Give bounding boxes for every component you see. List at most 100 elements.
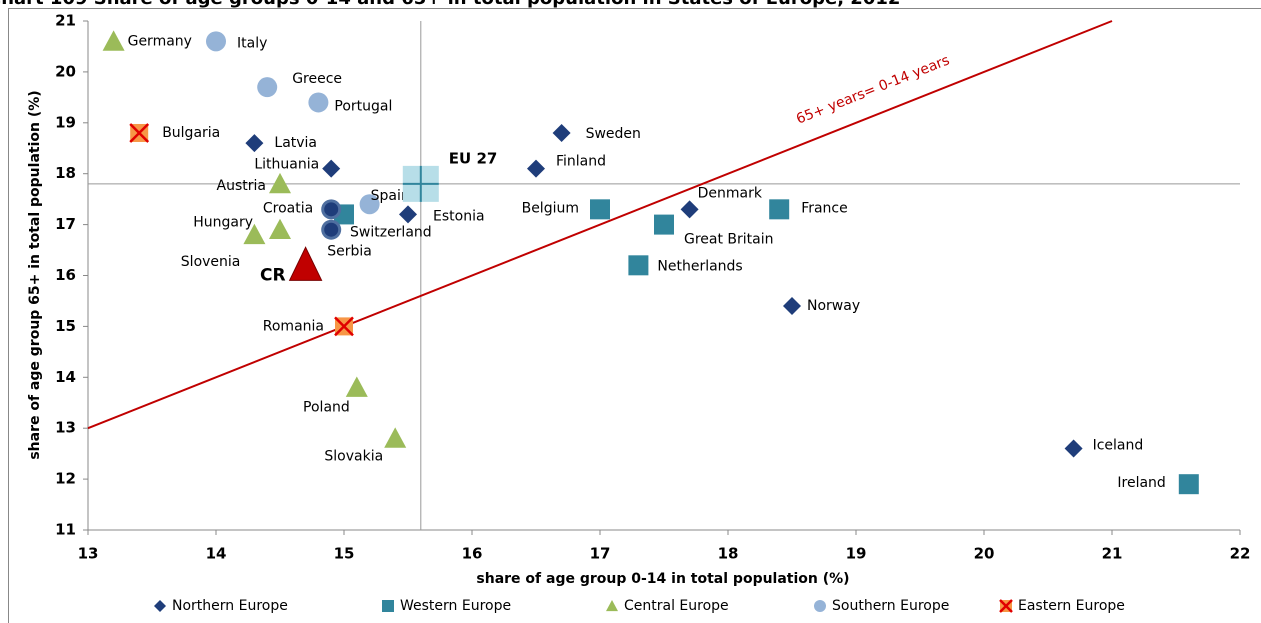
point-label: Slovenia	[181, 254, 241, 270]
y-tick-label: 17	[55, 215, 76, 233]
data-point	[269, 218, 291, 240]
data-point	[243, 223, 266, 245]
point-label: Netherlands	[657, 258, 742, 274]
y-tick-label: 19	[55, 113, 76, 131]
y-tick-label: 21	[55, 12, 76, 30]
point-label: Austria	[217, 178, 266, 194]
data-point	[1064, 439, 1083, 458]
point-label: Romania	[263, 318, 324, 334]
x-tick-label: 19	[846, 545, 867, 563]
point-label: France	[801, 200, 848, 216]
point-label: Sweden	[586, 126, 641, 142]
point-label: Great Britain	[684, 232, 774, 248]
data-point	[321, 199, 342, 220]
y-tick-label: 18	[55, 164, 76, 182]
square-marker	[382, 600, 394, 612]
highlight-label: EU 27	[449, 149, 498, 167]
data-point	[102, 30, 125, 51]
point-label: Germany	[128, 33, 192, 49]
data-point	[257, 77, 278, 98]
x-tick-label: 22	[1230, 545, 1251, 563]
y-tick-label: 15	[55, 317, 76, 335]
diamond-marker	[399, 205, 417, 224]
data-point	[206, 31, 226, 52]
point-label: Slovakia	[324, 448, 383, 464]
highlight-label: CR	[260, 265, 286, 285]
y-tick-label: 12	[55, 470, 76, 488]
point-label: Norway	[807, 298, 860, 314]
data-point	[590, 199, 610, 220]
triangle-marker	[384, 427, 407, 448]
y-tick-label: 13	[55, 419, 76, 437]
legend-item: Central Europe	[606, 598, 729, 614]
y-tick-label: 16	[55, 266, 76, 284]
square-marker	[628, 255, 649, 276]
triangle-marker	[102, 30, 125, 51]
x-tick-label: 14	[206, 545, 227, 563]
diamond-marker	[527, 159, 545, 178]
circle-marker	[257, 77, 278, 98]
square-marker	[1178, 474, 1199, 495]
point-label: Hungary	[193, 215, 253, 231]
cross-stroke	[129, 123, 150, 143]
data-point	[769, 199, 790, 220]
legend-label: Central Europe	[624, 598, 729, 614]
x-tick-label: 17	[590, 545, 611, 563]
point-label: Switzerland	[350, 224, 432, 240]
x-tick-label: 20	[974, 545, 995, 563]
data-point	[269, 172, 291, 194]
circle-inner	[324, 202, 339, 217]
point-label: Estonia	[433, 208, 485, 224]
diamond-marker	[322, 159, 341, 178]
point-label: Latvia	[274, 135, 317, 151]
data-point	[129, 123, 150, 143]
y-tick-label: 11	[55, 521, 76, 539]
triangle-marker	[269, 172, 291, 194]
triangle-marker	[606, 600, 618, 612]
legend-item: Eastern Europe	[999, 598, 1125, 614]
x-axis-label: share of age group 0-14 in total populat…	[476, 571, 849, 587]
legend-label: Southern Europe	[832, 598, 949, 614]
point-label: Serbia	[327, 244, 372, 260]
triangle-marker	[243, 223, 266, 245]
legend-item: Northern Europe	[154, 598, 288, 614]
circle-marker	[206, 31, 226, 52]
point-label: Belgium	[522, 200, 579, 216]
circle-marker	[308, 92, 329, 113]
y-tick-label: 20	[55, 62, 76, 80]
data-point	[322, 159, 341, 178]
data-point	[334, 316, 354, 337]
legend-label: Northern Europe	[172, 598, 288, 614]
data-point	[680, 200, 699, 219]
x-tick-label: 21	[1102, 545, 1123, 563]
circle-marker	[814, 600, 826, 612]
square-marker	[769, 199, 790, 220]
diamond-marker	[1064, 439, 1083, 458]
x-tick-label: 15	[334, 545, 355, 563]
legend-label: Western Europe	[400, 598, 511, 614]
triangle-marker	[345, 376, 368, 397]
data-point	[628, 255, 649, 276]
equality-line	[87, 20, 1113, 430]
cr-marker	[288, 246, 323, 281]
point-label: Spain	[371, 188, 410, 204]
point-label: Lithuania	[254, 157, 319, 173]
highlight-point	[288, 246, 323, 281]
point-label: Denmark	[698, 185, 763, 201]
data-point	[359, 194, 380, 215]
point-label: Ireland	[1117, 475, 1165, 491]
chart-title: Chart 109 Share of age groups 0-14 and 6…	[0, 0, 900, 9]
data-point	[345, 376, 368, 397]
data-point	[245, 134, 264, 153]
square-marker	[590, 199, 610, 220]
x-tick-label: 16	[462, 545, 483, 563]
x-tick-label: 18	[718, 545, 739, 563]
diamond-marker	[783, 297, 801, 316]
circle-marker	[359, 194, 380, 215]
cross-stroke	[999, 599, 1013, 613]
y-axis-label: share of age group 65+ in total populati…	[27, 90, 43, 459]
circle-inner	[324, 222, 339, 237]
diamond-marker	[245, 134, 264, 153]
square-marker	[654, 214, 674, 235]
